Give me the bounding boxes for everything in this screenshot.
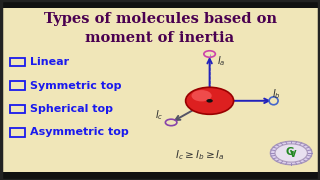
Circle shape bbox=[186, 87, 234, 114]
Text: Types of molecules based on: Types of molecules based on bbox=[44, 12, 276, 26]
Text: Spherical top: Spherical top bbox=[30, 104, 113, 114]
Circle shape bbox=[275, 144, 308, 162]
Text: $I_b$: $I_b$ bbox=[272, 87, 281, 100]
Text: moment of inertia: moment of inertia bbox=[85, 31, 235, 45]
Circle shape bbox=[206, 99, 213, 103]
Text: G: G bbox=[285, 147, 294, 157]
Text: Symmetric top: Symmetric top bbox=[30, 80, 121, 91]
Text: $I_c$: $I_c$ bbox=[155, 108, 163, 122]
Text: V: V bbox=[290, 150, 296, 159]
Circle shape bbox=[270, 141, 312, 165]
Text: $I_a$: $I_a$ bbox=[217, 54, 225, 68]
Circle shape bbox=[191, 90, 212, 102]
Text: Asymmetric top: Asymmetric top bbox=[30, 127, 129, 137]
Text: Linear: Linear bbox=[30, 57, 69, 67]
Text: $I_c  \geq  I_b  \geq  I_a$: $I_c \geq I_b \geq I_a$ bbox=[175, 148, 225, 162]
